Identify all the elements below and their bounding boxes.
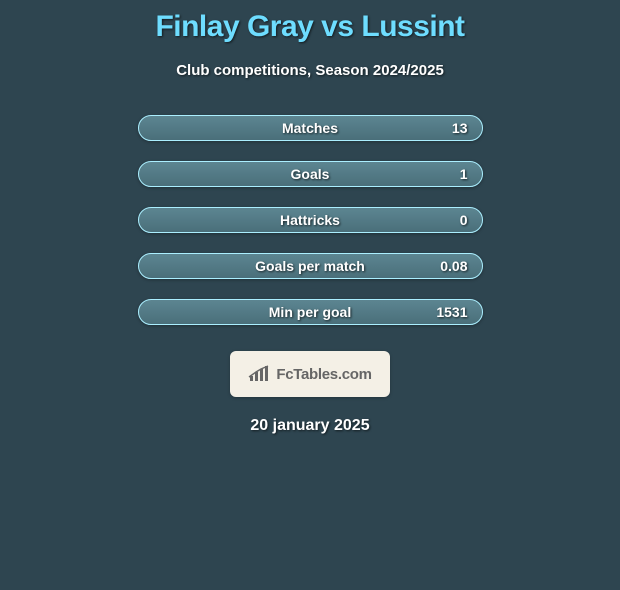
- stat-label: Goals per match: [255, 258, 365, 274]
- brand-box: FcTables.com: [230, 351, 390, 397]
- stat-value: 0.08: [440, 258, 467, 274]
- stat-label: Goals: [291, 166, 330, 182]
- stat-row: Hattricks 0: [138, 207, 483, 233]
- stat-label: Hattricks: [280, 212, 340, 228]
- stat-row: Goals 1: [138, 161, 483, 187]
- date-text: 20 january 2025: [0, 417, 620, 435]
- stat-row: Min per goal 1531: [138, 299, 483, 325]
- page-title: Finlay Gray vs Lussint: [0, 10, 620, 44]
- stat-value: 1: [460, 166, 468, 182]
- stat-value: 0: [460, 212, 468, 228]
- stat-row: Matches 13: [138, 115, 483, 141]
- stat-value: 13: [452, 120, 468, 136]
- stat-value: 1531: [436, 304, 467, 320]
- comparison-panel: D F C DUMBARTON F.C. Matches 13 Goals 1 …: [0, 115, 620, 345]
- stat-label: Min per goal: [269, 304, 351, 320]
- stat-row: Goals per match 0.08: [138, 253, 483, 279]
- brand-label: FcTables.com: [276, 366, 371, 383]
- stat-rows: Matches 13 Goals 1 Hattricks 0 Goals per…: [138, 115, 483, 345]
- bar-chart-icon: [248, 365, 270, 383]
- subtitle: Club competitions, Season 2024/2025: [0, 62, 620, 79]
- stat-label: Matches: [282, 120, 338, 136]
